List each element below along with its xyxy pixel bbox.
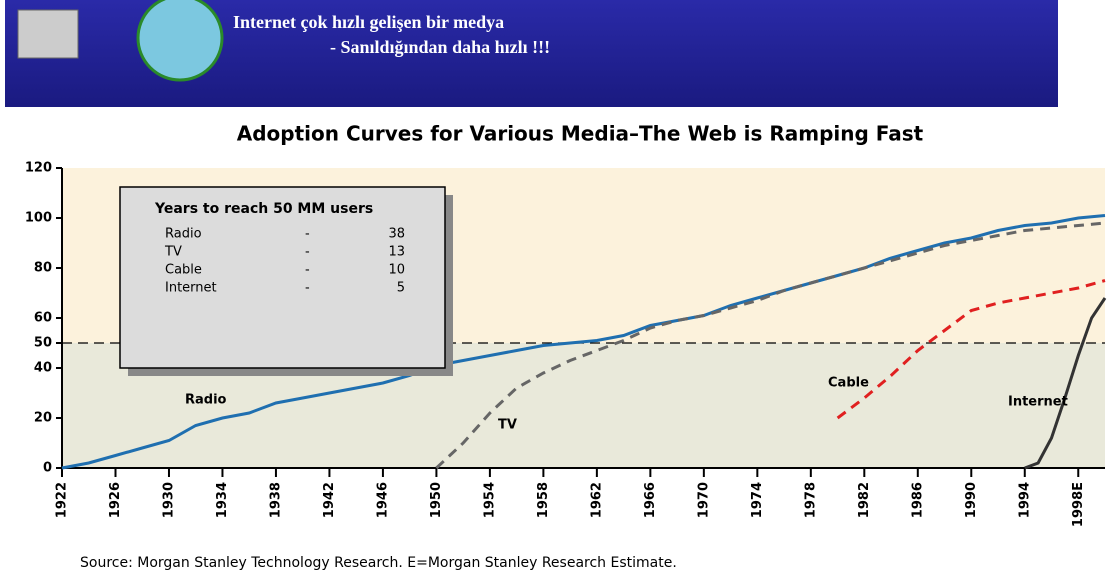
x-tick-label: 1994 [1017, 482, 1032, 518]
y-tick-label: 50 [34, 336, 52, 351]
computer-icon [18, 10, 78, 58]
x-tick-label: 1934 [215, 482, 230, 518]
y-tick-label: 80 [34, 261, 52, 276]
y-tick-label: 100 [25, 211, 52, 226]
inset-dash: - [305, 281, 310, 296]
slide: Internet çok hızlı gelişen bir medya - S… [0, 0, 1107, 584]
inset-years: 10 [388, 263, 405, 278]
x-tick-label: 1962 [589, 482, 604, 518]
x-tick-label: 1922 [55, 482, 70, 518]
y-tick-label: 0 [43, 461, 52, 476]
x-tick-label: 1938 [268, 482, 283, 518]
inset-years: 13 [388, 245, 405, 260]
x-tick-label: 1974 [750, 482, 765, 518]
series-label: Internet [1008, 395, 1068, 410]
inset-dash: - [305, 227, 310, 242]
inset-medium: Internet [165, 281, 217, 296]
x-tick-label: 1990 [964, 482, 979, 518]
banner-subtitle: - Sanıldığından daha hızlı !!! [330, 37, 550, 57]
x-tick-label: 1954 [482, 482, 497, 518]
x-tick-label: 1998E [1071, 482, 1086, 527]
x-tick-label: 1966 [643, 482, 658, 518]
inset-dash: - [305, 245, 310, 260]
y-tick-label: 120 [25, 161, 52, 176]
series-label: Radio [185, 393, 227, 408]
x-tick-label: 1986 [910, 482, 925, 518]
inset-dash: - [305, 263, 310, 278]
x-tick-label: 1930 [161, 482, 176, 518]
x-tick-label: 1970 [696, 482, 711, 518]
inset-title: Years to reach 50 MM users [154, 201, 373, 217]
y-tick-label: 60 [34, 311, 52, 326]
x-tick-label: 1978 [803, 482, 818, 518]
y-tick-label: 20 [34, 411, 52, 426]
y-tick-label: 40 [34, 361, 52, 376]
series-label: Cable [828, 376, 869, 391]
page: Internet çok hızlı gelişen bir medya - S… [0, 0, 1107, 588]
x-tick-label: 1946 [375, 482, 390, 518]
source-note: Source: Morgan Stanley Technology Resear… [80, 555, 677, 571]
x-tick-label: 1942 [322, 482, 337, 518]
x-tick-label: 1958 [536, 482, 551, 518]
inset-medium: TV [164, 245, 182, 260]
globe-icon [138, 0, 222, 80]
x-tick-label: 1950 [429, 482, 444, 518]
chart-title: Adoption Curves for Various Media–The We… [237, 122, 924, 146]
x-tick-label: 1926 [108, 482, 123, 518]
inset-medium: Cable [165, 263, 202, 278]
inset-years: 38 [388, 227, 405, 242]
banner-title: Internet çok hızlı gelişen bir medya [233, 12, 504, 32]
x-tick-label: 1982 [857, 482, 872, 518]
inset-years: 5 [397, 281, 405, 296]
inset-medium: Radio [165, 227, 202, 242]
series-label: TV [498, 418, 517, 433]
